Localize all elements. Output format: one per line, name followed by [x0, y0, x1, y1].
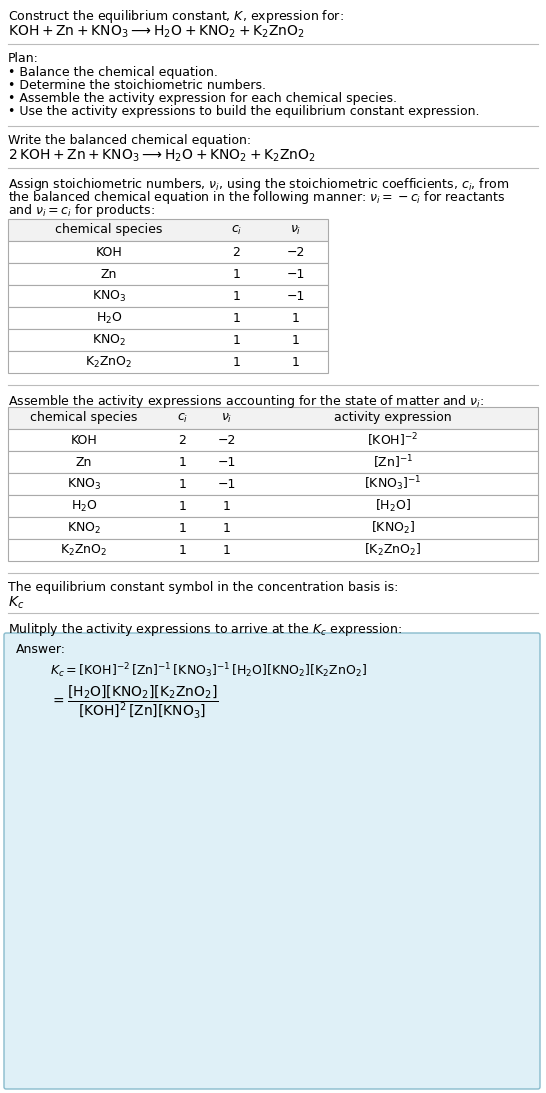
Text: Zn: Zn	[101, 268, 117, 281]
Text: $c_i$: $c_i$	[231, 223, 242, 236]
Text: and $\nu_i = c_i$ for products:: and $\nu_i = c_i$ for products:	[8, 202, 155, 219]
Text: 1: 1	[233, 312, 240, 325]
Bar	[8, 351, 328, 373]
Text: 1: 1	[223, 521, 230, 534]
Bar	[8, 407, 538, 428]
Text: $[\mathrm{KOH}]^{-2}$: $[\mathrm{KOH}]^{-2}$	[367, 432, 419, 449]
Text: Zn: Zn	[76, 456, 92, 469]
Text: $K_c = [\mathrm{KOH}]^{-2}\,[\mathrm{Zn}]^{-1}\,[\mathrm{KNO_3}]^{-1}\,[\mathrm{: $K_c = [\mathrm{KOH}]^{-2}\,[\mathrm{Zn}…	[50, 661, 367, 680]
Text: 1: 1	[179, 543, 186, 556]
Text: 2: 2	[233, 246, 240, 259]
Text: 1: 1	[233, 268, 240, 281]
Text: Answer:: Answer:	[16, 643, 66, 656]
Bar	[8, 539, 538, 561]
Text: 1: 1	[179, 478, 186, 491]
Bar	[8, 495, 538, 517]
Text: $K_c$: $K_c$	[8, 595, 25, 611]
Text: 2: 2	[179, 434, 186, 447]
Text: the balanced chemical equation in the following manner: $\nu_i = -c_i$ for react: the balanced chemical equation in the fo…	[8, 189, 506, 205]
Text: Assemble the activity expressions accounting for the state of matter and $\nu_i$: Assemble the activity expressions accoun…	[8, 393, 484, 410]
Text: 1: 1	[179, 500, 186, 513]
Text: 1: 1	[292, 333, 299, 346]
Text: $\mathrm{KNO_2}$: $\mathrm{KNO_2}$	[92, 332, 126, 348]
Text: $[\mathrm{Zn}]^{-1}$: $[\mathrm{Zn}]^{-1}$	[373, 454, 413, 471]
Text: • Use the activity expressions to build the equilibrium constant expression.: • Use the activity expressions to build …	[8, 105, 479, 118]
Bar	[8, 263, 328, 285]
FancyBboxPatch shape	[4, 633, 540, 1089]
Text: $[\mathrm{KNO_2}]$: $[\mathrm{KNO_2}]$	[371, 520, 415, 536]
Text: The equilibrium constant symbol in the concentration basis is:: The equilibrium constant symbol in the c…	[8, 581, 399, 593]
Text: 1: 1	[233, 355, 240, 368]
Text: −1: −1	[286, 268, 305, 281]
Bar	[8, 219, 328, 240]
Text: −1: −1	[286, 290, 305, 303]
Text: 1: 1	[292, 355, 299, 368]
Text: $\mathrm{K_2ZnO_2}$: $\mathrm{K_2ZnO_2}$	[85, 354, 133, 369]
Text: 1: 1	[233, 333, 240, 346]
Text: KOH: KOH	[96, 246, 122, 259]
Text: $[\mathrm{K_2ZnO_2}]$: $[\mathrm{K_2ZnO_2}]$	[364, 542, 422, 559]
Text: $\nu_i$: $\nu_i$	[221, 411, 232, 424]
Text: $\mathrm{H_2O}$: $\mathrm{H_2O}$	[71, 498, 97, 514]
Bar	[8, 428, 538, 451]
Text: $\mathrm{K_2ZnO_2}$: $\mathrm{K_2ZnO_2}$	[61, 542, 108, 557]
Text: Write the balanced chemical equation:: Write the balanced chemical equation:	[8, 134, 251, 146]
Text: −2: −2	[286, 246, 305, 259]
Text: 1: 1	[223, 500, 230, 513]
Bar	[8, 451, 538, 473]
Text: Mulitply the activity expressions to arrive at the $K_c$ expression:: Mulitply the activity expressions to arr…	[8, 621, 402, 638]
Text: −1: −1	[217, 456, 236, 469]
Text: • Determine the stoichiometric numbers.: • Determine the stoichiometric numbers.	[8, 79, 266, 92]
Bar	[8, 240, 328, 263]
Bar	[8, 285, 328, 307]
Text: $\mathrm{KNO_3}$: $\mathrm{KNO_3}$	[92, 289, 126, 304]
Text: 1: 1	[223, 543, 230, 556]
Text: 1: 1	[179, 456, 186, 469]
Text: Assign stoichiometric numbers, $\nu_i$, using the stoichiometric coefficients, $: Assign stoichiometric numbers, $\nu_i$, …	[8, 176, 509, 193]
Text: KOH: KOH	[70, 434, 97, 447]
Text: Plan:: Plan:	[8, 52, 39, 64]
Bar	[8, 307, 328, 329]
Text: chemical species: chemical species	[31, 411, 138, 424]
Text: $\mathrm{2\, KOH + Zn + KNO_3 \longrightarrow H_2O + KNO_2 + K_2ZnO_2}$: $\mathrm{2\, KOH + Zn + KNO_3 \longright…	[8, 148, 316, 164]
Text: $\mathrm{KNO_3}$: $\mathrm{KNO_3}$	[67, 477, 101, 492]
Text: 1: 1	[233, 290, 240, 303]
Text: Construct the equilibrium constant, $K$, expression for:: Construct the equilibrium constant, $K$,…	[8, 8, 344, 25]
Text: $\mathrm{KOH + Zn + KNO_3 \longrightarrow H_2O + KNO_2 + K_2ZnO_2}$: $\mathrm{KOH + Zn + KNO_3 \longrightarro…	[8, 24, 305, 40]
Text: chemical species: chemical species	[55, 223, 163, 236]
Text: $= \dfrac{[\mathrm{H_2O}][\mathrm{KNO_2}][\mathrm{K_2ZnO_2}]}{[\mathrm{KOH}]^2\,: $= \dfrac{[\mathrm{H_2O}][\mathrm{KNO_2}…	[50, 683, 218, 719]
Bar	[8, 329, 328, 351]
Text: $\mathrm{KNO_2}$: $\mathrm{KNO_2}$	[67, 520, 101, 536]
Text: −1: −1	[217, 478, 236, 491]
Text: −2: −2	[217, 434, 236, 447]
Text: activity expression: activity expression	[334, 411, 452, 424]
Text: $[\mathrm{H_2O}]$: $[\mathrm{H_2O}]$	[375, 498, 411, 514]
Text: $\mathrm{H_2O}$: $\mathrm{H_2O}$	[96, 310, 122, 326]
Text: • Balance the chemical equation.: • Balance the chemical equation.	[8, 66, 218, 79]
Bar	[8, 473, 538, 495]
Text: 1: 1	[179, 521, 186, 534]
Bar	[8, 517, 538, 539]
Text: $c_i$: $c_i$	[177, 411, 188, 424]
Text: $[\mathrm{KNO_3}]^{-1}$: $[\mathrm{KNO_3}]^{-1}$	[364, 474, 422, 493]
Text: • Assemble the activity expression for each chemical species.: • Assemble the activity expression for e…	[8, 92, 397, 105]
Text: 1: 1	[292, 312, 299, 325]
Text: $\nu_i$: $\nu_i$	[290, 223, 301, 236]
